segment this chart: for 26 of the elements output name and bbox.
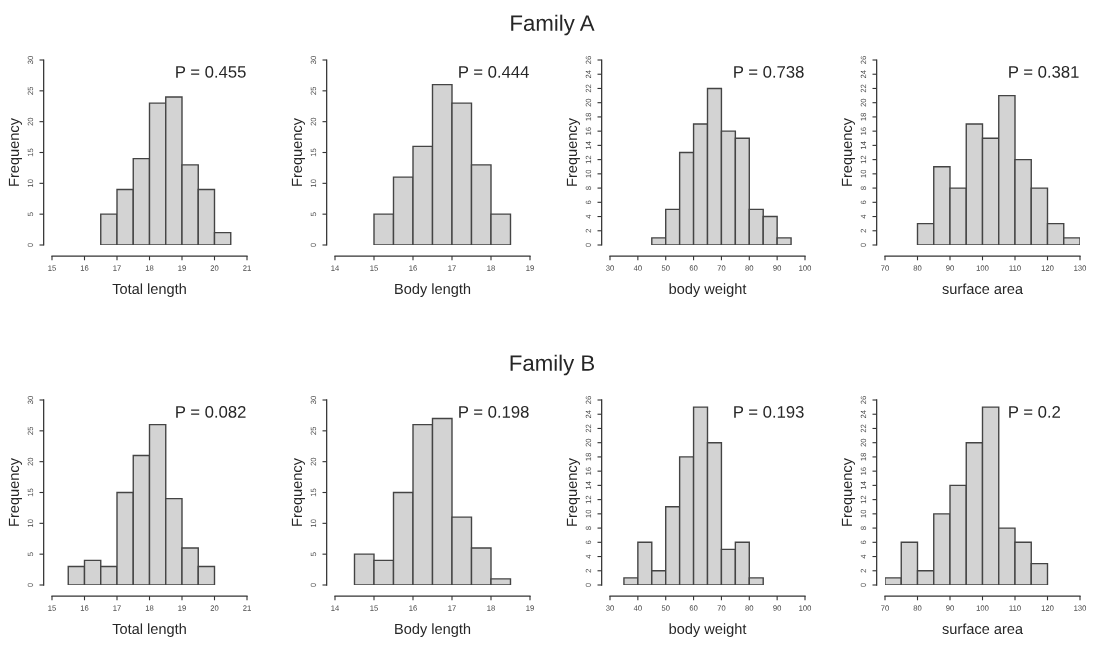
x-axis-title: Body length xyxy=(395,623,471,637)
y-axis-title: Frequency xyxy=(841,118,855,186)
x-axis-title: body weight xyxy=(669,623,747,637)
y-axis-title: Frequency xyxy=(566,458,580,526)
y-axis-title: Frequency xyxy=(8,458,22,526)
y-axis-title: Frequency xyxy=(291,458,305,526)
x-axis-title: Body length xyxy=(395,283,471,297)
annotation: P = 0.198 xyxy=(459,405,529,418)
annotation: P = 0.444 xyxy=(459,65,529,78)
y-axis-title: Frequency xyxy=(291,118,305,186)
x-axis-title: surface area xyxy=(942,283,1024,295)
annotation: P = 0.381 xyxy=(1009,65,1079,78)
annotation: P = 0.2 xyxy=(1009,405,1060,418)
y-axis-title: Frequency xyxy=(841,458,855,526)
annotation: P = 0.082 xyxy=(176,405,246,418)
annotation: P = 0.738 xyxy=(734,65,804,78)
x-axis-title: Total length xyxy=(112,283,186,297)
y-axis-title: Frequency xyxy=(566,118,580,186)
x-axis-title: body weight xyxy=(669,283,747,297)
chart-title: Family B xyxy=(510,354,595,376)
chart-title: Family A xyxy=(511,14,595,36)
annotation: P = 0.193 xyxy=(734,405,804,418)
x-axis-title: Total length xyxy=(112,623,186,637)
x-axis-title: surface area xyxy=(942,623,1024,635)
annotation: P = 0.455 xyxy=(176,65,246,78)
y-axis-title: Frequency xyxy=(8,118,22,186)
